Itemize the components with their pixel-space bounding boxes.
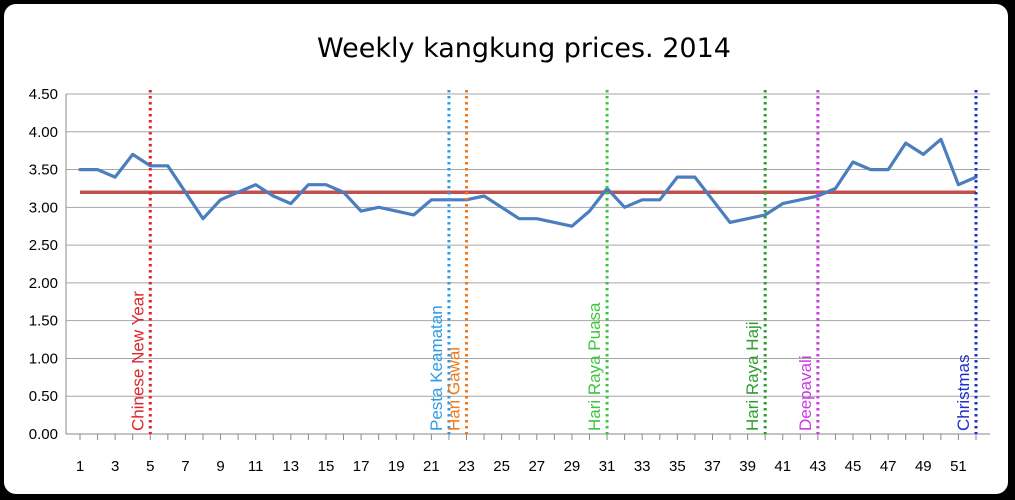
x-tick-label: 19 [388, 458, 405, 475]
y-tick-label: 4.50 [29, 86, 58, 103]
event-label: Pesta Keamatan [427, 305, 446, 431]
x-tick-label: 17 [353, 458, 370, 475]
y-tick-label: 4.00 [29, 124, 58, 141]
event-label: Hari Raya Haji [743, 321, 762, 431]
x-tick-label: 13 [282, 458, 299, 475]
y-tick-label: 3.00 [29, 199, 58, 216]
event-label: Deepavali [796, 355, 815, 431]
y-tick-label: 1.50 [29, 313, 58, 330]
y-tick-label: 0.50 [29, 388, 58, 405]
x-tick-label: 51 [950, 458, 967, 475]
x-tick-label: 37 [704, 458, 721, 475]
chart-frame: Weekly kangkung prices. 2014 0.00 0.50 1.0… [4, 4, 1008, 494]
x-tick-label: 1 [76, 458, 84, 475]
x-tick-label: 45 [845, 458, 862, 475]
x-tick-label: 39 [739, 458, 756, 475]
x-tick-label: 35 [669, 458, 686, 475]
chart-title: Weekly kangkung prices. 2014 [317, 33, 731, 64]
x-tick-label: 41 [774, 458, 791, 475]
x-tick-label: 27 [528, 458, 545, 475]
x-tick-label: 15 [318, 458, 335, 475]
x-tick-label: 7 [181, 458, 189, 475]
line-chart: Weekly kangkung prices. 2014 0.00 0.50 1.0… [29, 33, 990, 475]
y-tick-label: 0.00 [29, 426, 58, 443]
x-tick-label: 47 [880, 458, 897, 475]
y-tick-label: 2.00 [29, 275, 58, 292]
y-tick-label: 2.50 [29, 237, 58, 254]
x-tick-label: 29 [564, 458, 581, 475]
x-tick-label: 5 [146, 458, 154, 475]
y-tick-label: 1.00 [29, 350, 58, 367]
x-tick-label: 21 [423, 458, 440, 475]
event-label: Hari Gawai [445, 347, 464, 431]
price-series [78, 137, 978, 228]
event-label: Christmas [954, 354, 973, 431]
x-tick-label: 31 [599, 458, 616, 475]
x-tick-label: 11 [248, 458, 264, 475]
series-line [78, 137, 978, 228]
x-tick-label: 25 [493, 458, 510, 475]
event-label: Chinese New Year [128, 291, 147, 431]
x-tick-label: 33 [634, 458, 651, 475]
x-tick-label: 23 [458, 458, 475, 475]
x-tick-label: 43 [810, 458, 827, 475]
event-label: Hari Raya Puasa [585, 302, 604, 431]
y-tick-label: 3.50 [29, 162, 58, 179]
x-tick-label: 49 [915, 458, 932, 475]
x-tick-label: 9 [216, 458, 224, 475]
x-axis: 1 3 5 7 9 11 13 15 17 19 21 23 25 27 29 31 33 35 37 39 41 43 4… [76, 434, 977, 475]
grid-lines [65, 93, 990, 435]
y-axis-ticks: 0.00 0.50 1.00 1.50 2.00 2.50 3.00 3.50 4.00 4.50 [29, 86, 58, 443]
x-tick-label: 3 [111, 458, 119, 475]
